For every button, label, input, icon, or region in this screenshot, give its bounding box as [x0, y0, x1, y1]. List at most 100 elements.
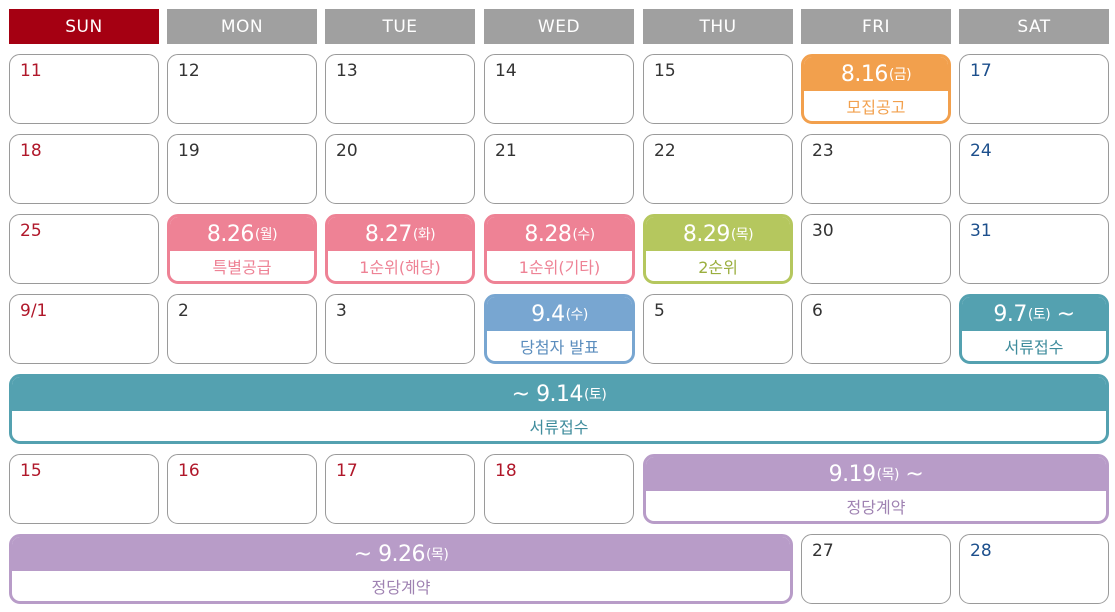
day-cell: 18: [484, 454, 634, 524]
day-number: 18: [20, 141, 42, 161]
day-cell: 2: [167, 294, 317, 364]
event-date-text: 8.29: [682, 221, 730, 247]
event-date: 8.16 (금): [804, 57, 948, 91]
day-number: 23: [812, 141, 834, 161]
day-number: 25: [20, 221, 42, 241]
event-second-rank: 8.29 (목) 2순위: [643, 214, 793, 284]
day-number: 18: [495, 461, 517, 481]
day-cell: 6: [801, 294, 951, 364]
day-number: 17: [336, 461, 358, 481]
day-number: 9/1: [20, 301, 48, 321]
event-date-text: 8.16: [840, 61, 888, 87]
event-date-text: 8.27: [364, 221, 412, 247]
day-number: 2: [178, 301, 189, 321]
event-label: 1순위(기타): [518, 258, 601, 277]
day-number: 24: [970, 141, 992, 161]
event-range-tilde: ~: [1050, 301, 1075, 327]
day-cell: 16: [167, 454, 317, 524]
day-cell: 17: [959, 54, 1109, 124]
event-weekday: (수): [565, 307, 589, 323]
event-date: 9.4 (수): [487, 297, 632, 331]
event-first-rank-other: 8.28 (수) 1순위(기타): [484, 214, 635, 284]
day-cell: 18: [9, 134, 159, 204]
header-thu: THU: [643, 9, 793, 44]
event-date: 8.28 (수): [487, 217, 632, 251]
event-range-tilde: ~: [898, 461, 924, 487]
event-weekday: (목): [876, 467, 900, 483]
day-cell: 15: [643, 54, 793, 124]
event-weekday: (목): [730, 227, 754, 243]
header-sun: SUN: [9, 9, 159, 44]
day-cell: 5: [643, 294, 793, 364]
day-number: 15: [20, 461, 42, 481]
event-document-submission-end: ~ 9.14 (토) 서류접수: [9, 374, 1109, 444]
event-date-text: 8.26: [206, 221, 254, 247]
header-wed: WED: [484, 9, 634, 44]
day-cell: 15: [9, 454, 159, 524]
day-cell: 19: [167, 134, 317, 204]
event-document-submission-start: 9.7 (토) ~ 서류접수: [959, 294, 1109, 364]
day-number: 17: [970, 61, 992, 81]
event-label: 특별공급: [212, 258, 272, 277]
day-number: 21: [495, 141, 517, 161]
event-weekday: (수): [572, 227, 595, 243]
event-label: 서류접수: [1004, 338, 1064, 357]
day-number: 22: [654, 141, 676, 161]
day-number: 20: [336, 141, 358, 161]
day-cell: 24: [959, 134, 1109, 204]
event-weekday: (월): [254, 227, 278, 243]
header-mon: MON: [167, 9, 317, 44]
event-date: ~ 9.26 (목): [12, 537, 790, 571]
event-label: 정당계약: [846, 498, 906, 517]
day-cell: 21: [484, 134, 634, 204]
event-date: 8.27 (화): [328, 217, 472, 251]
day-cell: 20: [325, 134, 475, 204]
day-number: 31: [970, 221, 992, 241]
event-label: 당첨자 발표: [520, 338, 599, 357]
day-cell: 13: [325, 54, 475, 124]
event-label: 서류접수: [529, 418, 589, 437]
day-cell: 23: [801, 134, 951, 204]
day-cell: 14: [484, 54, 634, 124]
event-date-text: 9.14: [536, 381, 584, 407]
day-cell: 31: [959, 214, 1109, 284]
day-number: 6: [812, 301, 823, 321]
event-date: 8.29 (목): [646, 217, 790, 251]
event-weekday: (금): [888, 67, 912, 83]
event-date: 8.26 (월): [170, 217, 314, 251]
day-number: 14: [495, 61, 517, 81]
event-label: 1순위(해당): [359, 258, 441, 277]
day-number: 12: [178, 61, 200, 81]
day-cell: 17: [325, 454, 475, 524]
day-cell: 27: [801, 534, 951, 604]
day-cell: 30: [801, 214, 951, 284]
day-cell: 12: [167, 54, 317, 124]
header-sat: SAT: [959, 9, 1109, 44]
event-date: 9.19 (목) ~: [646, 457, 1106, 491]
event-label: 모집공고: [846, 98, 906, 117]
day-number: 13: [336, 61, 358, 81]
day-number: 19: [178, 141, 200, 161]
event-date: 9.7 (토) ~: [962, 297, 1106, 331]
day-cell: 11: [9, 54, 159, 124]
day-cell: 3: [325, 294, 475, 364]
day-number: 16: [178, 461, 200, 481]
event-weekday: (토): [584, 387, 607, 403]
event-label: 2순위: [698, 258, 738, 277]
event-date-text: 9.19: [828, 461, 876, 487]
event-special-supply: 8.26 (월) 특별공급: [167, 214, 317, 284]
event-date-text: 9.4: [531, 301, 565, 327]
event-label: 정당계약: [371, 578, 431, 597]
day-cell: 9/1: [9, 294, 159, 364]
event-range-tilde: ~: [353, 541, 379, 567]
event-winner-announcement: 9.4 (수) 당첨자 발표: [484, 294, 635, 364]
day-number: 28: [970, 541, 992, 561]
event-date: ~ 9.14 (토): [12, 377, 1106, 411]
event-weekday: (화): [412, 227, 436, 243]
day-cell: 25: [9, 214, 159, 284]
day-cell: 28: [959, 534, 1109, 604]
day-number: 27: [812, 541, 834, 561]
day-number: 15: [654, 61, 676, 81]
header-tue: TUE: [325, 9, 475, 44]
day-number: 3: [336, 301, 347, 321]
